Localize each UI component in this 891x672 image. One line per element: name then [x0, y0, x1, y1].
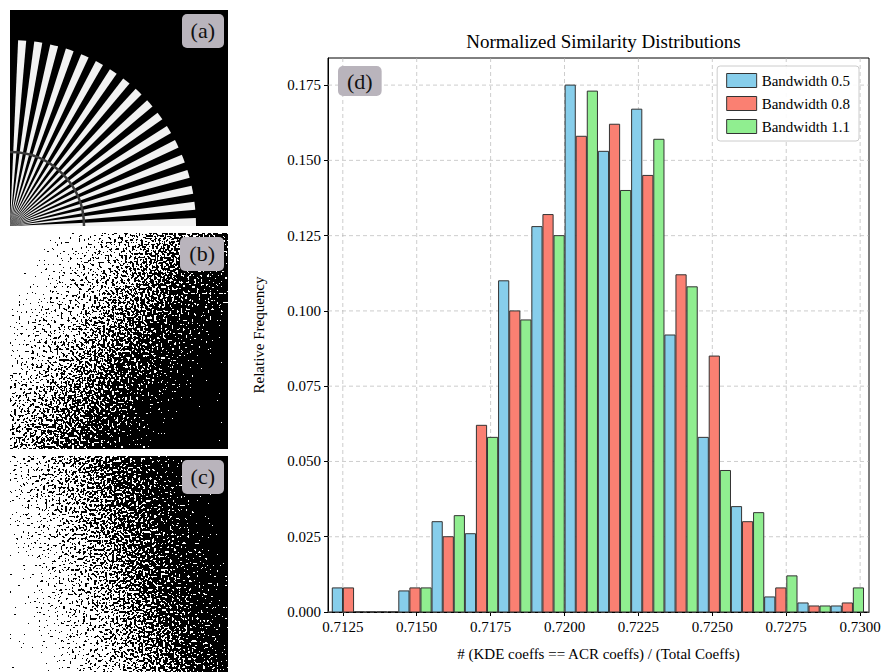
svg-text:# (KDE coeffs == ACR coeffs) /: # (KDE coeffs == ACR coeffs) / (Total Co… [457, 646, 739, 663]
svg-text:0.075: 0.075 [287, 378, 321, 394]
svg-text:0.7150: 0.7150 [396, 619, 437, 635]
svg-text:Bandwidth 0.5: Bandwidth 0.5 [762, 73, 850, 89]
svg-text:(d): (d) [347, 69, 373, 94]
svg-text:0.7200: 0.7200 [544, 619, 585, 635]
svg-text:0.050: 0.050 [287, 453, 321, 469]
svg-text:Relative Frequency: Relative Frequency [251, 276, 267, 394]
html-text:(a): (a) [190, 18, 215, 43]
svg-text:Bandwidth 1.1: Bandwidth 1.1 [762, 119, 850, 135]
svg-text:0.175: 0.175 [287, 77, 321, 93]
svg-text:0.7300: 0.7300 [840, 619, 881, 635]
svg-text:0.7275: 0.7275 [766, 619, 807, 635]
svg-text:Bandwidth 0.8: Bandwidth 0.8 [762, 96, 850, 112]
svg-text:Normalized Similarity Distribu: Normalized Similarity Distributions [466, 31, 740, 52]
svg-text:0.025: 0.025 [287, 529, 321, 545]
svg-text:0.7225: 0.7225 [618, 619, 659, 635]
svg-text:0.7250: 0.7250 [692, 619, 733, 635]
html-text:(b): (b) [189, 241, 215, 266]
svg-text:0.125: 0.125 [287, 228, 321, 244]
svg-text:0.150: 0.150 [287, 152, 321, 168]
svg-text:0.100: 0.100 [287, 303, 321, 319]
html-text:(c): (c) [190, 464, 215, 489]
svg-text:0.7175: 0.7175 [470, 619, 511, 635]
svg-text:0.7125: 0.7125 [322, 619, 363, 635]
svg-text:0.000: 0.000 [287, 604, 321, 620]
